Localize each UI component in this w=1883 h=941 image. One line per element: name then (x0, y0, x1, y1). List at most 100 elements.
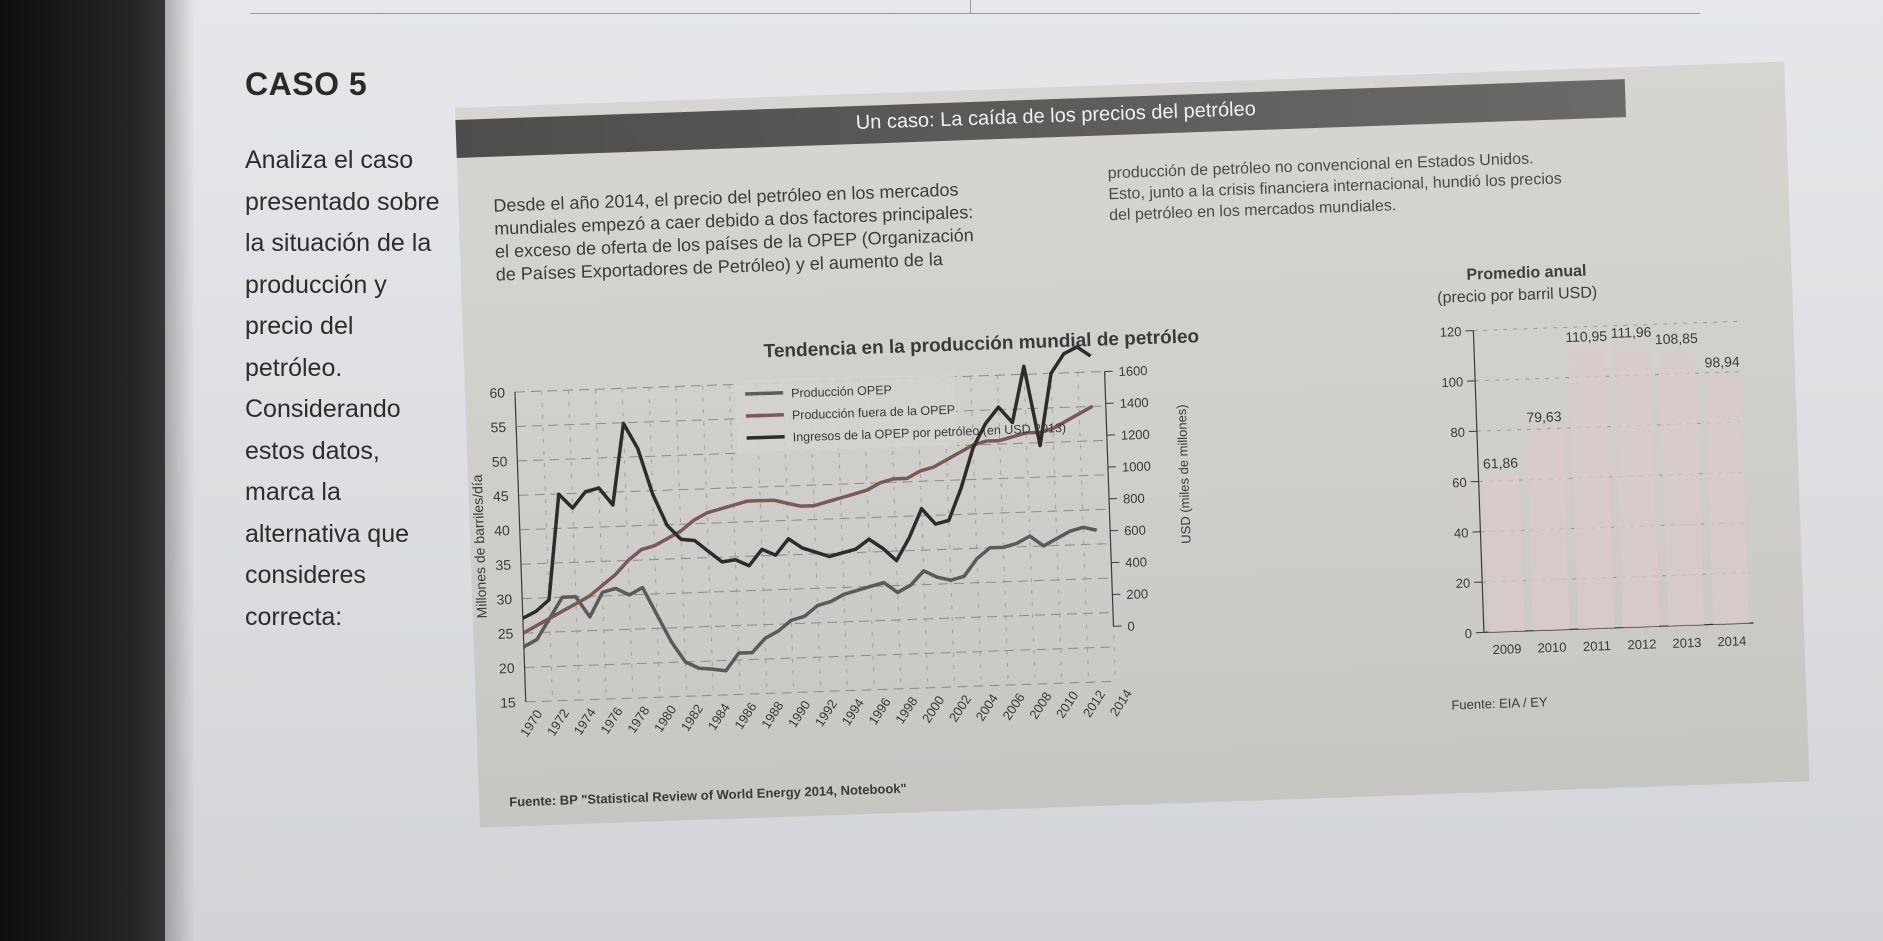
x-tick-label: 2000 (919, 693, 947, 725)
y-tick-label: 20 (499, 660, 515, 677)
bar-y-tick-label: 80 (1450, 425, 1465, 440)
question-line: la situación de la (245, 229, 432, 257)
bar-category-label: 2014 (1717, 633, 1746, 649)
legend-label: Producción OPEP (791, 383, 892, 401)
y-tick-label: 60 (489, 384, 505, 401)
y2-axis-label: USD (miles de millones) (1174, 404, 1194, 544)
bar (1613, 344, 1660, 628)
y2-tick-label: 1400 (1119, 395, 1148, 411)
question-line: Analiza el caso (245, 146, 414, 174)
desk-background (0, 0, 170, 941)
grid-line (524, 646, 1115, 668)
y2-axis (1103, 371, 1115, 627)
grid-line-vertical (621, 388, 634, 699)
bar (1526, 429, 1570, 631)
grid-line-vertical (594, 389, 607, 700)
question-line: alternativa que (245, 519, 410, 548)
bar-grid-line (1475, 370, 1745, 382)
x-tick-label: 2006 (999, 690, 1027, 722)
question-line: presentado sobre (245, 187, 440, 216)
grid-line-vertical (675, 386, 688, 697)
question-line: petróleo. (245, 353, 343, 382)
x-tick-label: 1986 (731, 700, 759, 732)
x-tick-label: 1988 (758, 699, 786, 731)
grid-line-vertical (1050, 373, 1063, 684)
x-tick-label: 2010 (1053, 688, 1081, 720)
bar-y-tick-label: 40 (1454, 525, 1469, 540)
bar-grid-line (1473, 320, 1744, 332)
x-tick-label: 2014 (1107, 686, 1135, 718)
bar-category-label: 2011 (1583, 638, 1611, 654)
source-right: Fuente: EIA / EY (1451, 694, 1548, 713)
bar-y-tick-label: 60 (1452, 475, 1467, 490)
y2-tick-label: 400 (1125, 554, 1147, 570)
x-tick-label: 1998 (892, 694, 920, 726)
book-paragraph-left: Desde el año 2014, el precio del petróle… (493, 175, 1056, 286)
x-tick-label: 1982 (678, 701, 706, 733)
y2-tick-label: 1200 (1121, 427, 1150, 443)
bar-x-axis (1483, 622, 1754, 634)
y-axis-label: Millones de barriles/día (469, 474, 490, 619)
bar-category-label: 2009 (1492, 641, 1521, 657)
x-tick-label: 1976 (597, 704, 625, 736)
bar (1658, 350, 1705, 626)
legend-swatch (746, 434, 785, 440)
grid-line-vertical (541, 391, 554, 701)
y2-tick-label: 1600 (1118, 363, 1147, 379)
y-tick-label: 45 (493, 488, 509, 505)
case-title: CASO 5 (245, 66, 368, 102)
y2-tick-label: 200 (1126, 586, 1148, 602)
x-tick-label: 1970 (517, 707, 545, 739)
y-tick-label: 25 (498, 625, 514, 642)
x-tick-label: 2012 (1080, 687, 1108, 719)
bar (1704, 374, 1750, 625)
bar-value-label: 110,95 (1565, 328, 1608, 345)
grid-line (525, 680, 1116, 703)
x-tick-label: 1994 (839, 696, 867, 728)
grid-line (518, 474, 1109, 496)
bar-y-tick-label: 20 (1455, 576, 1470, 591)
grid-line-vertical (1077, 372, 1090, 683)
x-tick-label: 1996 (865, 695, 893, 727)
question-line: estos datos, (245, 436, 380, 465)
bar-category-label: 2012 (1627, 636, 1656, 652)
y-axis (514, 392, 527, 702)
y-tick-label: 55 (490, 419, 506, 436)
grid-line-vertical (970, 376, 982, 686)
x-tick-label: 1984 (705, 701, 733, 733)
bar-y-tick-label: 120 (1439, 324, 1461, 340)
y2-tick-label: 1000 (1122, 459, 1151, 475)
grid-line-vertical (702, 385, 714, 696)
question-line: precio del (245, 312, 354, 340)
y-tick-label: 30 (496, 591, 512, 608)
book-clipping: Un caso: La caída de los precios del pet… (455, 61, 1810, 828)
y-tick-label: 40 (494, 522, 510, 539)
bar (1482, 475, 1525, 633)
question-line: correcta: (245, 602, 343, 631)
bar-chart-title: Promedio anual (1466, 262, 1587, 284)
x-tick-label: 2002 (946, 692, 974, 724)
legend-label: Producción fuera de la OPEP (792, 403, 956, 423)
question-line: Considerando (245, 395, 401, 423)
bar-chart: 0 20 40 60 80 100 120 61,86 2009 79,63 2010 110,95 2… (1439, 320, 1754, 657)
bar-value-label: 79,63 (1526, 408, 1562, 425)
y2-tick-label: 800 (1123, 491, 1145, 507)
x-tick-label: 1972 (544, 706, 572, 738)
series-line (522, 345, 1092, 620)
y-tick-label: 50 (492, 453, 508, 470)
bar (1568, 348, 1615, 630)
bar-value-label: 61,86 (1483, 454, 1519, 471)
question-line: consideres (245, 561, 366, 589)
legend-swatch (745, 390, 784, 396)
x-tick-label: 1974 (571, 705, 599, 737)
grid-line (519, 508, 1110, 531)
bar-value-label: 108,85 (1655, 330, 1699, 347)
x-tick-label: 1980 (651, 702, 679, 734)
y-tick-label: 15 (500, 694, 516, 711)
paper-shadow (165, 0, 195, 941)
legend-swatch (745, 412, 784, 418)
grid-line-vertical (996, 375, 1009, 686)
book-paragraph-right: producción de petróleo no convencional e… (1107, 144, 1669, 227)
legend-box (734, 372, 958, 455)
question-line: producción y (245, 270, 387, 299)
